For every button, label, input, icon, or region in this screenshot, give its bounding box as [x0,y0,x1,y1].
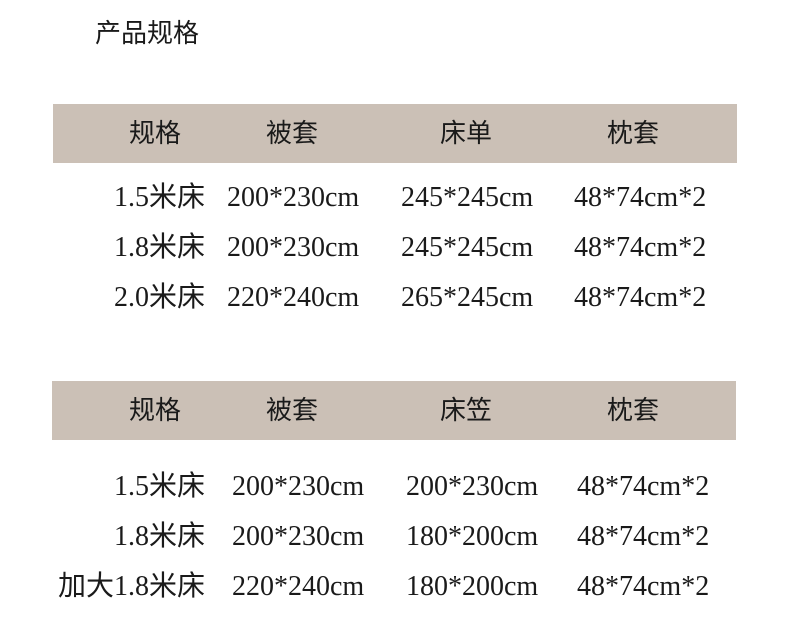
column-header: 被套 [265,119,318,148]
column-header: 规格 [128,396,181,425]
table-row: 1.8米床 200*230cm 245*245cm 48*74cm*2 [0,228,790,268]
column-header: 枕套 [606,396,659,425]
table-cell: 265*245cm [401,282,534,313]
table-header: 规格 被套 床单 枕套 [53,104,737,163]
table-cell: 48*74cm*2 [574,182,707,213]
table-cell: 200*230cm [227,232,360,263]
size-label: 2.0米床 [113,282,205,313]
table-cell: 48*74cm*2 [574,232,707,263]
size-label: 加大1.8米床 [57,571,205,602]
table-cell: 180*200cm [406,521,539,552]
table-cell: 245*245cm [401,232,534,263]
table-row: 加大1.8米床 220*240cm 180*200cm 48*74cm*2 [0,567,790,607]
column-header: 床单 [439,119,492,148]
table-row: 1.8米床 200*230cm 180*200cm 48*74cm*2 [0,517,790,557]
table-row: 1.5米床 200*230cm 200*230cm 48*74cm*2 [0,467,790,507]
column-header: 规格 [128,119,181,148]
table-cell: 200*230cm [232,521,365,552]
table-cell: 220*240cm [227,282,360,313]
table-row: 2.0米床 220*240cm 265*245cm 48*74cm*2 [0,278,790,318]
table-cell: 48*74cm*2 [577,571,710,602]
table-cell: 48*74cm*2 [577,521,710,552]
table-cell: 200*230cm [406,471,539,502]
column-header: 床笠 [439,396,492,425]
table-header: 规格 被套 床笠 枕套 [52,381,736,440]
table-cell: 48*74cm*2 [574,282,707,313]
column-header: 被套 [265,396,318,425]
table-cell: 220*240cm [232,571,365,602]
size-label: 1.8米床 [113,232,205,263]
table-cell: 200*230cm [232,471,365,502]
page-title: 产品规格 [95,19,200,49]
column-header: 枕套 [606,119,659,148]
table-row: 1.5米床 200*230cm 245*245cm 48*74cm*2 [0,178,790,218]
size-label: 1.5米床 [113,471,205,502]
size-label: 1.8米床 [113,521,205,552]
table-cell: 245*245cm [401,182,534,213]
table-cell: 48*74cm*2 [577,471,710,502]
table-cell: 200*230cm [227,182,360,213]
table-cell: 180*200cm [406,571,539,602]
size-label: 1.5米床 [113,182,205,213]
